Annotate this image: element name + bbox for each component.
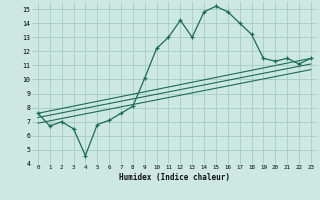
X-axis label: Humidex (Indice chaleur): Humidex (Indice chaleur) — [119, 173, 230, 182]
